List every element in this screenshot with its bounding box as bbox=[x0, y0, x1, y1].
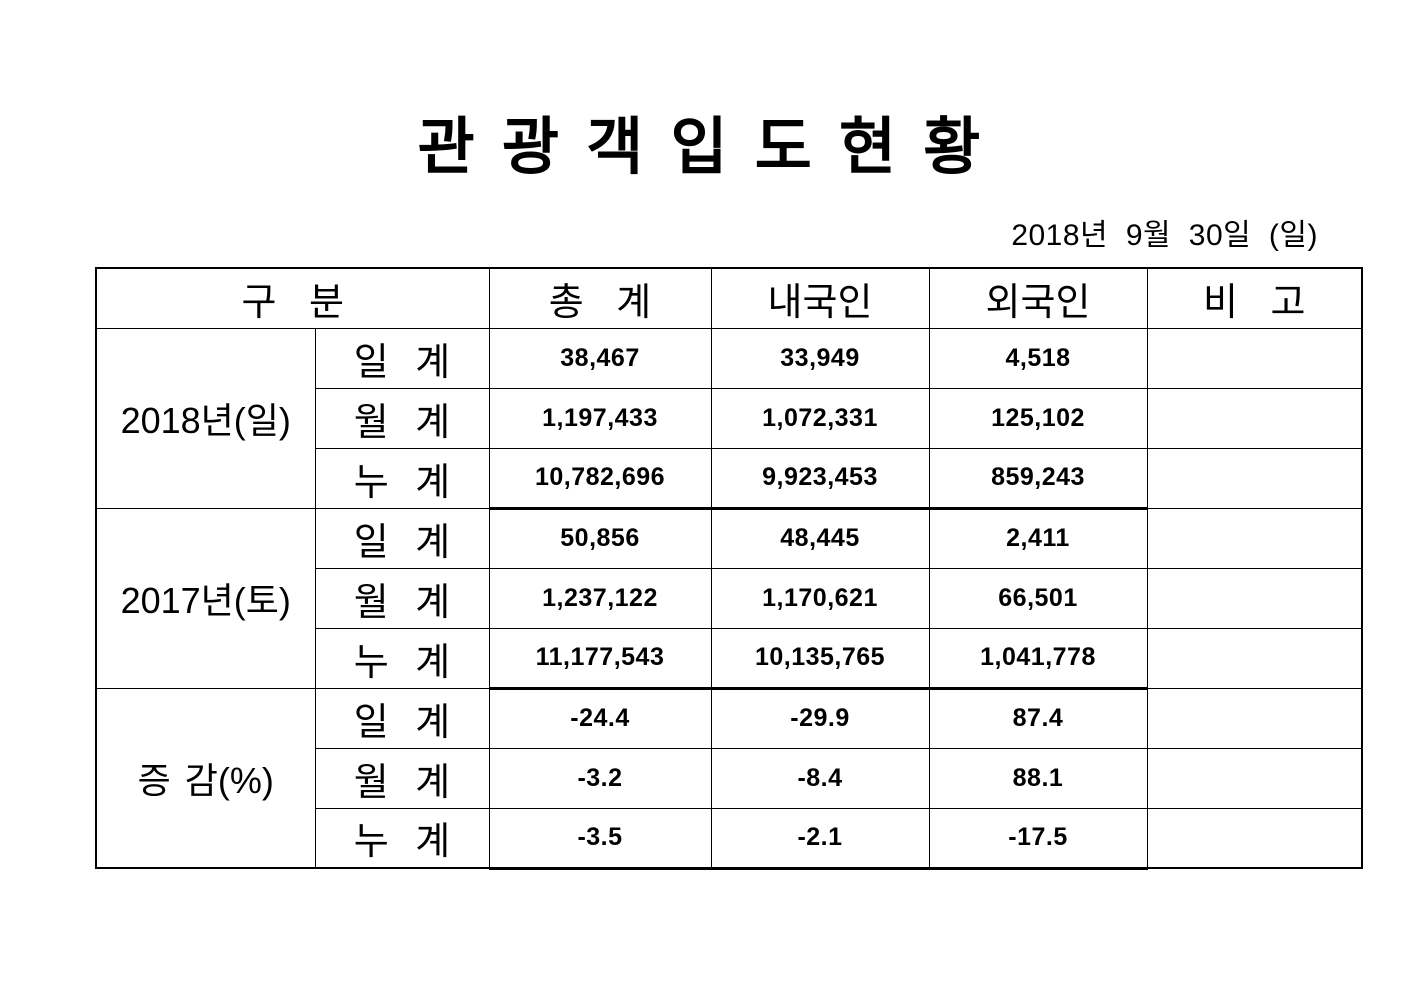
value-foreign: 4,518 bbox=[928, 327, 1148, 389]
period-cell: 월 계 bbox=[314, 747, 490, 809]
value-foreign: 87.4 bbox=[928, 687, 1148, 749]
remarks-cell bbox=[1146, 507, 1363, 569]
table-row: 월 계 -3.2 -8.4 88.1 bbox=[96, 747, 1363, 809]
table-row: 증 감(%) 일 계 -24.4 -29.9 87.4 bbox=[95, 687, 1363, 869]
value-total: 1,197,433 bbox=[488, 387, 712, 449]
table-row: 월 계 1,237,122 1,170,621 66,501 bbox=[96, 567, 1363, 629]
remarks-cell bbox=[1146, 807, 1363, 869]
value-domestic: 48,445 bbox=[710, 507, 930, 569]
report-date: 2018년 9월 30일 (일) bbox=[1011, 219, 1318, 252]
value-domestic: -29.9 bbox=[710, 687, 930, 749]
remarks-cell bbox=[1146, 627, 1363, 689]
table-row: 누 계 -3.5 -2.1 -17.5 bbox=[96, 807, 1363, 870]
arrivals-table: 구 분 총 계 내국인 외국인 비 고 2018년(일) 일 계 38,467 … bbox=[95, 267, 1363, 870]
group-2018-label: 2018년(일) bbox=[95, 327, 316, 509]
value-foreign: 1,041,778 bbox=[928, 627, 1148, 690]
header-foreign: 외국인 bbox=[928, 267, 1148, 329]
value-foreign: 859,243 bbox=[928, 447, 1148, 510]
group-change-label: 증 감(%) bbox=[95, 687, 316, 869]
value-total: -3.2 bbox=[488, 747, 712, 809]
remarks-cell bbox=[1146, 387, 1363, 449]
value-total: -3.5 bbox=[488, 807, 712, 870]
remarks-cell bbox=[1146, 747, 1363, 809]
header-category: 구 분 bbox=[95, 267, 490, 329]
period-cell: 일 계 bbox=[314, 507, 490, 569]
header-remarks: 비 고 bbox=[1146, 267, 1363, 329]
value-domestic: -8.4 bbox=[710, 747, 930, 809]
page-title: 관 광 객 입 도 현 황 bbox=[417, 113, 986, 182]
table-row: 2018년(일) 일 계 38,467 33,949 4,518 bbox=[95, 327, 1363, 509]
header-row: 구 분 총 계 내국인 외국인 비 고 bbox=[95, 267, 1363, 329]
remarks-cell bbox=[1146, 447, 1363, 509]
table-row: 누 계 10,782,696 9,923,453 859,243 bbox=[96, 447, 1363, 510]
value-domestic: 10,135,765 bbox=[710, 627, 930, 690]
value-total: 11,177,543 bbox=[488, 627, 712, 690]
value-foreign: 88.1 bbox=[928, 747, 1148, 809]
value-domestic: 1,170,621 bbox=[710, 567, 930, 629]
period-cell: 누 계 bbox=[314, 807, 490, 869]
value-domestic: -2.1 bbox=[710, 807, 930, 870]
table-row: 누 계 11,177,543 10,135,765 1,041,778 bbox=[96, 627, 1363, 690]
value-domestic: 1,072,331 bbox=[710, 387, 930, 449]
value-total: 38,467 bbox=[488, 327, 712, 389]
header-total: 총 계 bbox=[488, 267, 712, 329]
remarks-cell bbox=[1146, 567, 1363, 629]
table-row: 2017년(토) 일 계 50,856 48,445 2,411 bbox=[95, 507, 1363, 689]
period-cell: 누 계 bbox=[314, 447, 490, 509]
header-domestic: 내국인 bbox=[710, 267, 930, 329]
period-cell: 누 계 bbox=[314, 627, 490, 689]
value-domestic: 9,923,453 bbox=[710, 447, 930, 510]
value-domestic: 33,949 bbox=[710, 327, 930, 389]
group-2017-label: 2017년(토) bbox=[95, 507, 316, 689]
period-cell: 월 계 bbox=[314, 567, 490, 629]
value-foreign: 125,102 bbox=[928, 387, 1148, 449]
value-foreign: 2,411 bbox=[928, 507, 1148, 569]
value-total: 50,856 bbox=[488, 507, 712, 569]
value-foreign: -17.5 bbox=[928, 807, 1148, 870]
value-total: 10,782,696 bbox=[488, 447, 712, 510]
value-total: 1,237,122 bbox=[488, 567, 712, 629]
period-cell: 월 계 bbox=[314, 387, 490, 449]
period-cell: 일 계 bbox=[314, 327, 490, 389]
value-foreign: 66,501 bbox=[928, 567, 1148, 629]
period-cell: 일 계 bbox=[314, 687, 490, 749]
value-total: -24.4 bbox=[488, 687, 712, 749]
remarks-cell bbox=[1146, 687, 1363, 749]
remarks-cell bbox=[1146, 327, 1363, 389]
